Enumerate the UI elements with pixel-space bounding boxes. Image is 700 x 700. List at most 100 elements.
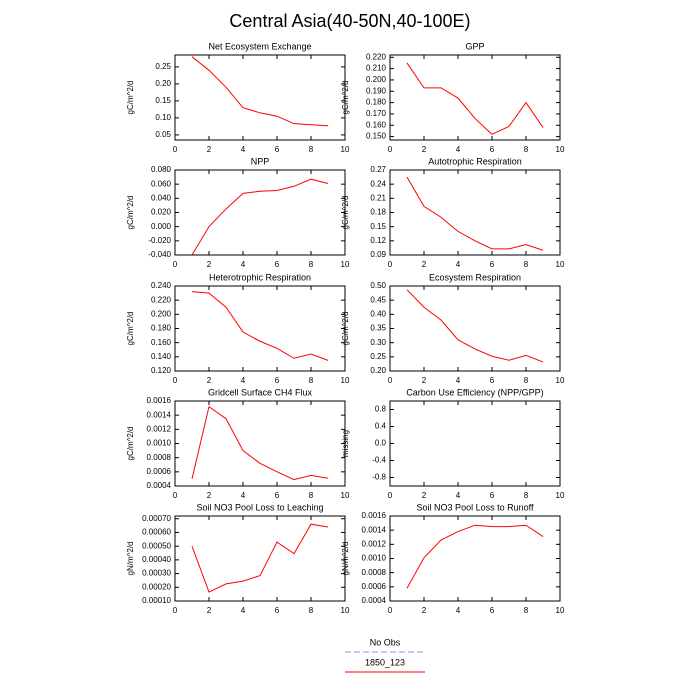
- x-tick-label: 6: [275, 145, 280, 154]
- y-tick-label: 0.00060: [142, 528, 171, 537]
- x-tick-label: 6: [490, 606, 495, 615]
- y-tick-label: 0.0004: [362, 596, 387, 605]
- y-tick-label: 0.040: [151, 193, 172, 202]
- x-tick-label: 4: [456, 376, 461, 385]
- y-axis-label: gC/m^2/d: [341, 81, 350, 115]
- y-tick-label: 0.200: [366, 75, 387, 84]
- y-tick-label: 0.0012: [147, 424, 172, 433]
- y-axis-label: missing: [341, 430, 350, 457]
- x-tick-label: 6: [275, 376, 280, 385]
- y-tick-label: 0.0: [375, 439, 387, 448]
- y-tick-label: 0.30: [370, 338, 386, 347]
- plot-frame: [389, 285, 561, 372]
- x-tick-label: 6: [275, 260, 280, 269]
- x-tick-label: 10: [341, 145, 350, 154]
- y-tick-label: 0.27: [370, 165, 386, 174]
- y-tick-label: 0.00030: [142, 569, 171, 578]
- panel-title: Carbon Use Efficiency (NPP/GPP): [406, 387, 543, 397]
- x-tick-label: 2: [207, 260, 212, 269]
- x-tick-label: 4: [241, 491, 246, 500]
- y-tick-label: 0.060: [151, 179, 172, 188]
- y-tick-label: 0.200: [151, 309, 172, 318]
- x-tick-label: 8: [524, 606, 529, 615]
- x-tick-label: 2: [422, 606, 427, 615]
- x-tick-label: 2: [207, 376, 212, 385]
- x-tick-label: 6: [275, 606, 280, 615]
- y-tick-label: 0.25: [370, 352, 386, 361]
- y-tick-label: 0.080: [151, 165, 172, 174]
- y-tick-label: 0.0012: [362, 539, 387, 548]
- y-tick-label: 0.120: [151, 366, 172, 375]
- y-axis-label: gC/m^2/d: [341, 196, 350, 230]
- x-tick-label: 2: [422, 376, 427, 385]
- y-tick-label: 0.0014: [362, 525, 387, 534]
- x-tick-label: 10: [341, 491, 350, 500]
- panel-title: Soil NO3 Pool Loss to Leaching: [196, 502, 323, 512]
- y-tick-label: -0.040: [148, 250, 171, 259]
- y-tick-label: 0.10: [155, 113, 171, 122]
- y-tick-label: 0.0010: [362, 554, 387, 563]
- y-tick-label: 0.0010: [147, 439, 172, 448]
- panel-title: Net Ecosystem Exchange: [208, 41, 311, 51]
- y-tick-label: 0.40: [370, 309, 386, 318]
- y-tick-label: 0.180: [151, 324, 172, 333]
- x-tick-label: 8: [309, 145, 314, 154]
- x-tick-label: 10: [341, 260, 350, 269]
- x-tick-label: 2: [422, 145, 427, 154]
- plot-frame: [174, 515, 346, 602]
- y-tick-label: 0.0008: [147, 453, 172, 462]
- x-tick-label: 0: [173, 606, 178, 615]
- y-tick-label: 0.20: [155, 79, 171, 88]
- x-tick-label: 2: [207, 491, 212, 500]
- x-tick-label: 4: [241, 606, 246, 615]
- y-tick-label: -0.4: [372, 456, 386, 465]
- data-line: [406, 524, 544, 589]
- y-tick-label: 0.20: [370, 366, 386, 375]
- y-tick-label: 0.12: [370, 236, 386, 245]
- y-tick-label: 0.00050: [142, 541, 171, 550]
- panel-title: Autotrophic Respiration: [428, 156, 522, 166]
- panel-title: Soil NO3 Pool Loss to Runoff: [417, 502, 534, 512]
- x-tick-label: 4: [241, 376, 246, 385]
- y-axis-label: gC/m^2/d: [126, 81, 135, 115]
- y-tick-label: 0.8: [375, 405, 387, 414]
- x-tick-label: 0: [388, 145, 393, 154]
- plot-frame: [174, 54, 346, 141]
- x-tick-label: 4: [456, 491, 461, 500]
- y-tick-label: 0.4: [375, 422, 387, 431]
- y-tick-label: -0.020: [148, 236, 171, 245]
- x-tick-label: 8: [524, 491, 529, 500]
- y-tick-label: 0.00070: [142, 514, 171, 523]
- y-tick-label: 0.25: [155, 62, 171, 71]
- x-tick-label: 4: [456, 606, 461, 615]
- y-tick-label: 0.020: [151, 208, 172, 217]
- x-tick-label: 6: [490, 376, 495, 385]
- legend-label: No Obs: [370, 637, 401, 647]
- data-line: [406, 176, 544, 251]
- x-tick-label: 10: [341, 606, 350, 615]
- x-tick-label: 0: [388, 491, 393, 500]
- x-tick-label: 10: [556, 145, 565, 154]
- y-tick-label: 0.50: [370, 281, 386, 290]
- panel-title: Ecosystem Respiration: [429, 272, 521, 282]
- panel-title: NPP: [251, 156, 270, 166]
- y-axis-label: gN/m^2/d: [126, 542, 135, 576]
- y-tick-label: 0.0014: [147, 410, 172, 419]
- data-line: [191, 405, 329, 481]
- data-line: [191, 523, 329, 593]
- y-tick-label: 0.0008: [362, 568, 387, 577]
- x-tick-label: 8: [524, 260, 529, 269]
- x-tick-label: 0: [388, 606, 393, 615]
- x-tick-label: 8: [524, 145, 529, 154]
- data-line: [191, 291, 329, 361]
- figure-title: Central Asia(40-50N,40-100E): [229, 11, 470, 31]
- y-tick-label: 0.45: [370, 295, 386, 304]
- x-tick-label: 2: [422, 260, 427, 269]
- plot-frame: [174, 285, 346, 372]
- y-axis-label: gC/m^2/d: [126, 196, 135, 230]
- x-tick-label: 10: [556, 606, 565, 615]
- y-tick-label: -0.8: [372, 473, 386, 482]
- data-line: [191, 56, 329, 127]
- x-tick-label: 8: [309, 376, 314, 385]
